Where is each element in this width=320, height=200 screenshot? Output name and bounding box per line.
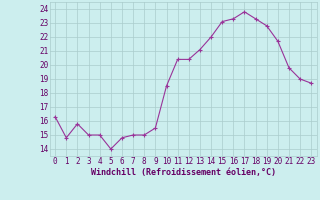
X-axis label: Windchill (Refroidissement éolien,°C): Windchill (Refroidissement éolien,°C) (91, 168, 276, 177)
